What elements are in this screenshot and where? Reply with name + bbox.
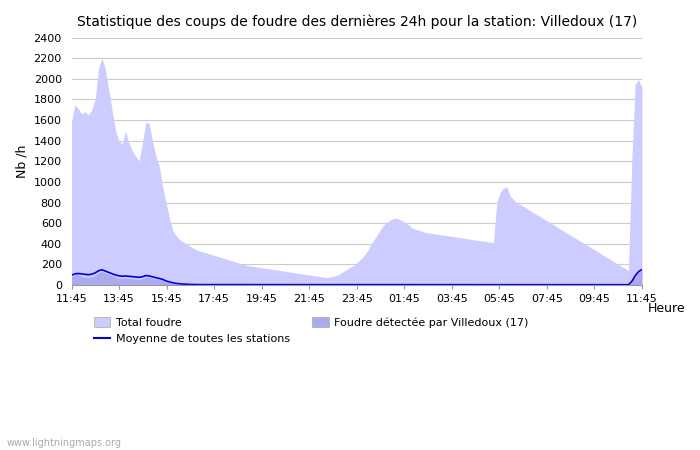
Text: www.lightningmaps.org: www.lightningmaps.org (7, 438, 122, 448)
Text: Heure: Heure (648, 302, 685, 315)
Y-axis label: Nb /h: Nb /h (15, 144, 28, 178)
Title: Statistique des coups de foudre des dernières 24h pour la station: Villedoux (17: Statistique des coups de foudre des dern… (76, 15, 637, 30)
Legend: Total foudre, Moyenne de toutes les stations, Foudre détectée par Villedoux (17): Total foudre, Moyenne de toutes les stat… (89, 313, 533, 349)
